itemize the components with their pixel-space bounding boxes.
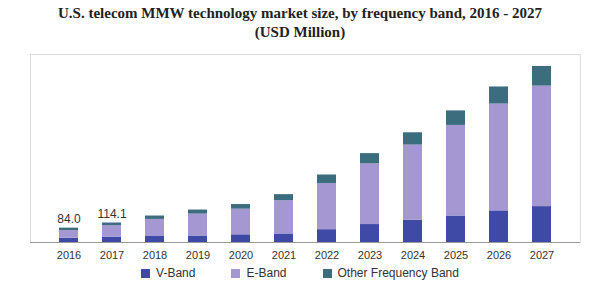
svg-text:2021: 2021 xyxy=(272,249,296,261)
svg-text:2024: 2024 xyxy=(401,249,425,261)
svg-text:84.0: 84.0 xyxy=(57,212,81,226)
svg-text:2016: 2016 xyxy=(57,249,81,261)
html-text:V-Band: V-Band xyxy=(156,266,196,280)
svg-text:2026: 2026 xyxy=(487,249,511,261)
html-text:U.S. telecom MMW technology ma: U.S. telecom MMW technology market size,… xyxy=(58,5,542,21)
html-text:Other Frequency Band: Other Frequency Band xyxy=(337,266,459,280)
svg-text:2019: 2019 xyxy=(186,249,210,261)
svg-text:2018: 2018 xyxy=(143,249,167,261)
html-text:(USD Million): (USD Million) xyxy=(254,24,346,40)
svg-text:2017: 2017 xyxy=(100,249,124,261)
svg-text:2020: 2020 xyxy=(229,249,253,261)
html-text:E-Band: E-Band xyxy=(246,266,287,280)
svg-text:2027: 2027 xyxy=(530,249,554,261)
svg-text:114.1: 114.1 xyxy=(97,207,126,221)
svg-text:2025: 2025 xyxy=(444,249,468,261)
svg-text:2022: 2022 xyxy=(315,249,339,261)
svg-text:2023: 2023 xyxy=(358,249,382,261)
